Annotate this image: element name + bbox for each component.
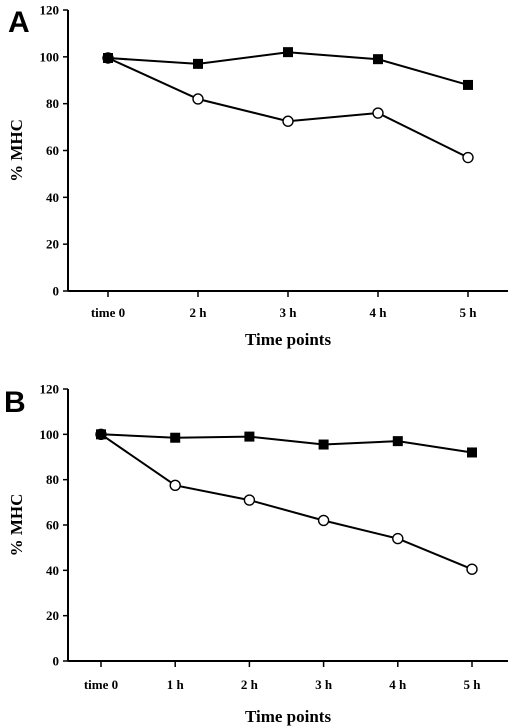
point-filled-square-a-2 [283, 47, 293, 58]
y-tick-label-b-0: 0 [53, 654, 60, 669]
point-filled-square-b-2 [244, 431, 255, 442]
y-tick-label-b-80: 80 [46, 472, 59, 487]
series-line-filled-square-b [100, 433, 473, 454]
x-tick-label-b-1: 1 h [167, 677, 185, 692]
point-open-circle-b-3 [317, 514, 330, 527]
x-axis-label-a: Time points [245, 330, 332, 349]
point-filled-square-b-1 [170, 432, 181, 443]
point-open-circle-a-2 [282, 115, 294, 127]
series-line-open-circle-b [100, 433, 473, 571]
y-tick-label-a-0: 0 [53, 284, 60, 299]
chart-panel-a: A 0 20 40 60 80 100 120 time 0 2 h 3 h 4 h 5 h Time p… [7, 3, 508, 349]
point-filled-square-a-1 [193, 58, 203, 69]
point-filled-square-b-3 [318, 439, 329, 450]
point-filled-square-b-4 [392, 436, 403, 447]
x-tick-label-b-4: 4 h [389, 677, 407, 692]
panel-letter-a: A [8, 6, 30, 39]
y-tick-label-a-100: 100 [40, 49, 60, 64]
x-tick-label-a-0: time 0 [91, 305, 125, 320]
x-tick-label-a-2: 3 h [280, 305, 298, 320]
point-filled-square-a-4 [463, 79, 473, 90]
y-tick-label-b-60: 60 [46, 518, 59, 533]
point-open-circle-b-1 [169, 479, 181, 492]
y-tick-label-a-40: 40 [46, 190, 59, 205]
panel-letter-b: B [4, 386, 26, 419]
point-filled-square-a-0 [103, 53, 113, 64]
x-tick-label-b-3: 3 h [315, 677, 333, 692]
y-tick-label-a-60: 60 [46, 143, 59, 158]
point-filled-square-a-3 [373, 54, 383, 65]
y-tick-label-b-20: 20 [46, 608, 59, 623]
point-open-circle-b-5 [466, 563, 478, 575]
series-line-open-circle-a [107, 57, 469, 159]
x-tick-label-b-0: time 0 [84, 677, 118, 692]
point-open-circle-a-4 [462, 151, 474, 164]
x-tick-label-b-5: 5 h [464, 677, 482, 692]
x-tick-label-a-1: 2 h [190, 305, 208, 320]
x-axis-label-b: Time points [245, 707, 332, 726]
y-tick-label-b-120: 120 [40, 382, 60, 397]
point-filled-square-b-0 [96, 429, 106, 440]
x-tick-label-a-4: 5 h [460, 305, 478, 320]
y-axis-label-b: % MHC [7, 494, 26, 557]
x-tick-label-b-2: 2 h [241, 677, 259, 692]
y-tick-label-b-40: 40 [46, 563, 59, 578]
point-filled-square-b-5 [467, 447, 477, 458]
y-tick-label-b-100: 100 [40, 427, 60, 442]
point-open-circle-b-2 [243, 494, 256, 506]
y-tick-label-a-20: 20 [46, 237, 59, 252]
y-axis-label-a: % MHC [7, 119, 26, 182]
y-tick-label-a-120: 120 [40, 3, 60, 18]
point-open-circle-a-1 [192, 93, 204, 105]
x-tick-label-a-3: 4 h [370, 305, 388, 320]
point-open-circle-b-4 [392, 532, 404, 545]
y-tick-label-a-80: 80 [46, 96, 59, 111]
point-open-circle-a-3 [372, 107, 384, 119]
chart-panel-b: B 0 20 40 60 80 100 120 time 0 1 h 2 h 3 h 4 h 5 h Tim… [4, 382, 508, 726]
